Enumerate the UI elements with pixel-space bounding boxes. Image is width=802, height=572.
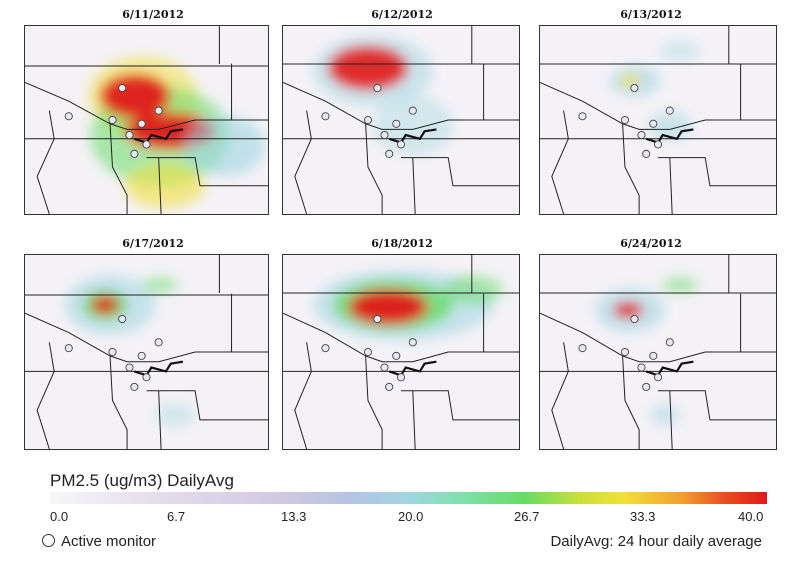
map-panel-5 [282, 254, 520, 450]
panel-title-6: 6/24/2012 [620, 237, 682, 250]
panel-title-5: 6/18/2012 [371, 237, 433, 250]
panel-title-2: 6/12/2012 [371, 8, 433, 21]
colorbar [50, 492, 767, 504]
colorbar-tick: 13.3 [281, 509, 307, 524]
map-panel-1 [24, 25, 269, 215]
panel-title-4: 6/17/2012 [122, 237, 184, 250]
colorbar-tick: 6.7 [167, 509, 186, 524]
map-graphic [25, 26, 268, 214]
panel-title-3: 6/13/2012 [620, 8, 682, 21]
map-panel-2 [282, 25, 520, 215]
monitor-legend: Active monitor [42, 533, 156, 550]
map-panel-3 [539, 25, 777, 215]
daily-average-note: DailyAvg: 24 hour daily average [550, 533, 762, 550]
colorbar-tick: 33.3 [630, 509, 656, 524]
monitor-legend-label: Active monitor [61, 533, 157, 550]
map-graphic [540, 255, 776, 449]
map-graphic [25, 255, 268, 449]
colorbar-tick: 20.0 [398, 509, 424, 524]
active-monitor-icon [42, 534, 55, 547]
map-graphic [283, 26, 519, 214]
map-graphic [540, 26, 776, 214]
map-panel-4 [24, 254, 269, 450]
colorbar-tick: 0.0 [50, 509, 69, 524]
colorbar-tick: 40.0 [738, 509, 764, 524]
colorbar-tick: 26.7 [514, 509, 540, 524]
legend-title: PM2.5 (ug/m3) DailyAvg [50, 471, 234, 490]
panel-title-1: 6/11/2012 [122, 8, 184, 21]
map-panel-6 [539, 254, 777, 450]
map-graphic [283, 255, 519, 449]
